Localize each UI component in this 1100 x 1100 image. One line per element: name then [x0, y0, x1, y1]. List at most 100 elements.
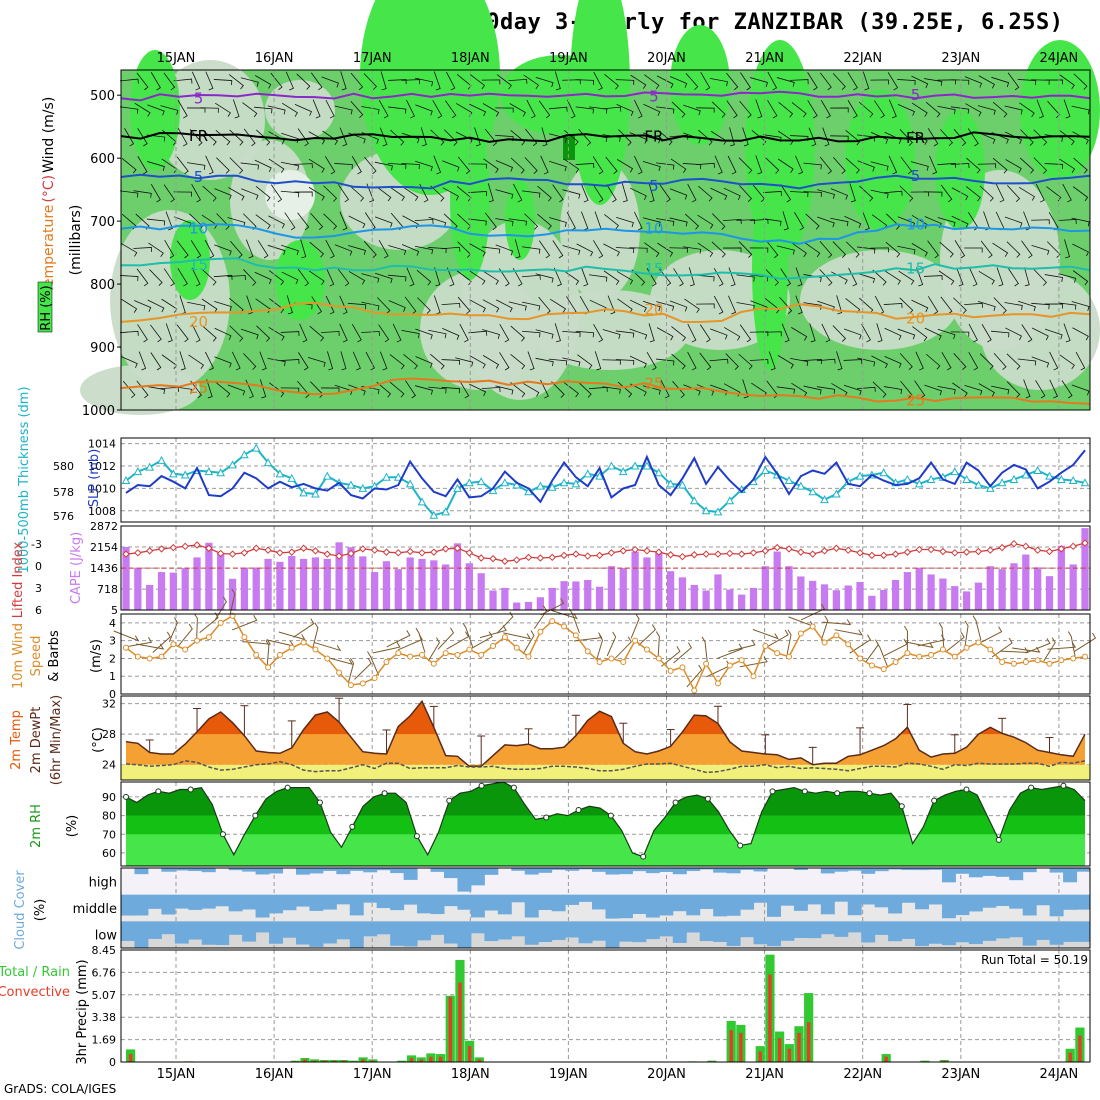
li-point: [844, 546, 852, 554]
wind-barb-10m: [325, 656, 354, 666]
cloud-bar-middle: [174, 894, 189, 909]
wind-barb: [499, 323, 510, 343]
wind-barb: [213, 274, 233, 280]
cape-bar: [868, 595, 876, 610]
wind-barb: [660, 379, 670, 399]
wind-barb: [646, 352, 657, 371]
wind-barb: [883, 386, 903, 394]
wind-barb: [887, 72, 899, 91]
wind-barb: [428, 216, 447, 228]
wind-barb: [365, 351, 375, 371]
cape-bar: [785, 566, 793, 610]
precip-conv-bar: [477, 1059, 482, 1062]
wind-barb: [325, 99, 335, 119]
thickness-point: [1056, 474, 1066, 483]
wind-barb: [899, 185, 914, 202]
rh-point: [446, 797, 453, 804]
wind-barb: [308, 270, 325, 286]
rh-moist-patch: [935, 110, 985, 230]
wind-barb: [924, 384, 943, 396]
temp-contour-line: [120, 173, 1091, 190]
wind-barb: [1071, 217, 1090, 227]
thickness-point: [121, 476, 131, 485]
wind-barb: [832, 325, 847, 342]
wind-barb: [725, 353, 739, 370]
wind-barb: [883, 303, 903, 308]
wind-barb: [308, 131, 326, 145]
rh-point: [737, 842, 744, 849]
thickness-point: [1033, 465, 1042, 474]
wind-barb-10m: [655, 631, 660, 657]
wind-barb: [334, 163, 353, 170]
wind-barb: [499, 352, 510, 371]
wind-barb: [843, 328, 862, 340]
cloud-bar-middle: [1049, 894, 1064, 917]
wind-barb: [657, 130, 673, 146]
cloud-bar-middle: [995, 894, 1010, 907]
wind-barb: [927, 296, 939, 315]
li-point: [359, 545, 367, 553]
cloud-bar-middle: [578, 894, 593, 902]
wind-speed-point: [643, 646, 650, 653]
wind-barb: [937, 162, 957, 168]
cape-bar: [584, 579, 592, 610]
temp-contour-label: 15: [906, 259, 925, 277]
cloud-bar-middle: [699, 894, 714, 909]
wind-barb: [1072, 327, 1089, 341]
cloud-bar-middle: [645, 894, 660, 918]
wind-barb: [804, 242, 821, 258]
wind-barb: [240, 162, 259, 170]
wind-barb: [1007, 72, 1020, 91]
wind-barb: [581, 267, 589, 287]
cloud-bar-high: [928, 868, 943, 870]
wind-barb: [836, 351, 843, 371]
wind-barb: [683, 384, 701, 396]
cloud-bar-low: [269, 921, 283, 944]
cloud-bar-low: [134, 921, 149, 948]
wind-barb: [133, 300, 152, 312]
wind-barb: [388, 106, 407, 114]
wind-barb: [592, 156, 604, 175]
rh-point: [187, 786, 194, 793]
wind-tick: 1: [109, 670, 116, 683]
thickness-point: [263, 458, 273, 467]
wind-barb: [267, 105, 286, 115]
wind-barb: [684, 213, 700, 230]
wind-barb: [807, 100, 818, 119]
cloud-bar-low: [565, 921, 580, 938]
cloud-bar-middle: [430, 894, 445, 915]
panel-precip: [120, 949, 1091, 1063]
wind-barb: [202, 269, 217, 286]
wind-barb: [750, 77, 768, 87]
wind-barb: [697, 214, 714, 229]
cloud-bar-middle: [309, 894, 324, 911]
wind-barb: [633, 99, 643, 119]
wind-speed-point: [963, 644, 970, 651]
wind-barb: [538, 100, 551, 119]
cape-bar: [181, 568, 189, 610]
wind-barb-10m: [978, 626, 1003, 644]
wind-barb: [929, 155, 938, 175]
cape-bar: [394, 569, 402, 610]
li-point: [157, 545, 166, 553]
wind-barb: [351, 324, 362, 343]
wind-barb: [916, 267, 924, 287]
cloud-bar-middle: [215, 894, 230, 907]
wind-barb: [419, 183, 429, 203]
wind-barb: [191, 267, 201, 287]
thickness-point: [879, 468, 889, 477]
thickness-tick: 578: [53, 486, 74, 499]
cloud-bar-middle: [417, 894, 432, 914]
cape-bar: [832, 590, 840, 610]
cloud-bar-low: [228, 921, 243, 935]
cape-bar: [501, 587, 509, 610]
wind-barb-10m: [1067, 631, 1076, 657]
wind-speed-point: [939, 646, 946, 653]
temp-contour-label: 15: [189, 256, 208, 274]
wind-barb: [549, 160, 567, 172]
wind-barb-10m: [614, 636, 632, 659]
wind-barb: [858, 101, 874, 118]
wind-barb: [434, 267, 441, 287]
wind-barb-10m: [427, 637, 440, 662]
wind-barb: [937, 217, 956, 227]
